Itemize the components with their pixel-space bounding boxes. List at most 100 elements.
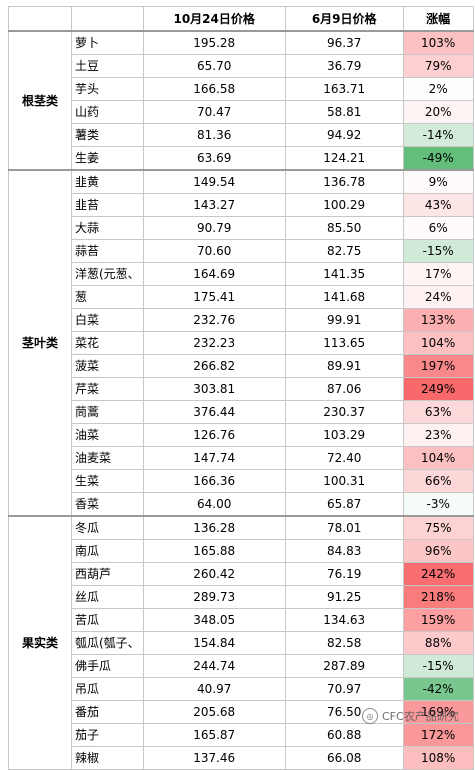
oct24-price-cell: 164.69 bbox=[142, 262, 286, 286]
table-row: 果实类 冬瓜 136.28 78.01 75% bbox=[8, 515, 474, 770]
jun9-price-cell: 287.89 bbox=[284, 654, 404, 678]
header-change: 涨幅 bbox=[402, 6, 474, 32]
jun9-price-cell: 85.50 bbox=[284, 216, 404, 240]
vegetable-name-cell: 生菜 bbox=[71, 469, 144, 493]
vegetable-name-cell: 菠菜 bbox=[71, 354, 144, 378]
vegetable-name-cell: 冬瓜 bbox=[71, 515, 144, 540]
vegetable-name-cell: 辣椒 bbox=[71, 746, 144, 770]
change-cell: 63% bbox=[402, 400, 474, 424]
oct24-price-cell: 81.36 bbox=[142, 123, 286, 147]
jun9-price-cell: 100.29 bbox=[284, 193, 404, 217]
oct24-price-cell: 260.42 bbox=[142, 562, 286, 586]
jun9-price-cell: 99.91 bbox=[284, 308, 404, 332]
table-row: 蒜苔 70.60 82.75 -15% bbox=[9, 239, 474, 263]
jun9-price-cell: 78.01 bbox=[284, 515, 404, 540]
vegetable-name-cell: 菜花 bbox=[71, 331, 144, 355]
oct24-price-cell: 154.84 bbox=[142, 631, 286, 655]
table-row: 番茄 205.68 76.50 169% bbox=[9, 700, 474, 724]
vegetable-name-cell: 茼蒿 bbox=[71, 400, 144, 424]
oct24-price-cell: 70.60 bbox=[142, 239, 286, 263]
change-cell: 17% bbox=[402, 262, 474, 286]
jun9-price-cell: 136.78 bbox=[284, 169, 404, 194]
jun9-price-cell: 36.79 bbox=[284, 54, 404, 78]
oct24-price-cell: 303.81 bbox=[142, 377, 286, 401]
vegetable-name-cell: 南瓜 bbox=[71, 539, 144, 563]
jun9-price-cell: 91.25 bbox=[284, 585, 404, 609]
change-cell: 104% bbox=[402, 446, 474, 470]
oct24-price-cell: 149.54 bbox=[142, 169, 286, 194]
change-cell: 23% bbox=[402, 423, 474, 447]
oct24-price-cell: 143.27 bbox=[142, 193, 286, 217]
jun9-price-cell: 84.83 bbox=[284, 539, 404, 563]
table-row: 洋葱(元葱、 164.69 141.35 17% bbox=[9, 262, 474, 286]
jun9-price-cell: 82.75 bbox=[284, 239, 404, 263]
table-row: 瓠瓜(瓠子、 154.84 82.58 88% bbox=[9, 631, 474, 655]
change-cell: 133% bbox=[402, 308, 474, 332]
vegetable-name-cell: 洋葱(元葱、 bbox=[71, 262, 144, 286]
vegetable-name-cell: 萝卜 bbox=[71, 30, 144, 55]
table-row: 丝瓜 289.73 91.25 218% bbox=[9, 585, 474, 609]
table-row: 根茎类 萝卜 195.28 96.37 103% bbox=[8, 30, 474, 171]
table-row: 生菜 166.36 100.31 66% bbox=[9, 469, 474, 493]
jun9-price-cell: 141.68 bbox=[284, 285, 404, 309]
change-cell: 169% bbox=[402, 700, 474, 724]
watermark: ◎ CFC农产品研究 bbox=[362, 708, 459, 724]
vegetable-name-cell: 芹菜 bbox=[71, 377, 144, 401]
table-row: 茎叶类 韭黄 149.54 136.78 9% bbox=[8, 169, 474, 517]
oct24-price-cell: 65.70 bbox=[142, 54, 286, 78]
oct24-price-cell: 205.68 bbox=[142, 700, 286, 724]
jun9-price-cell: 124.21 bbox=[284, 146, 404, 171]
table-row: 香菜 64.00 65.87 -3% bbox=[9, 492, 474, 517]
watermark-text: CFC农产品研究 bbox=[382, 710, 459, 723]
change-cell: 2% bbox=[402, 77, 474, 101]
vegetable-name-cell: 薯类 bbox=[71, 123, 144, 147]
vegetable-name-cell: 丝瓜 bbox=[71, 585, 144, 609]
vegetable-name-cell: 香菜 bbox=[71, 492, 144, 517]
jun9-price-cell: 230.37 bbox=[284, 400, 404, 424]
table-row: 辣椒 137.46 66.08 108% bbox=[9, 746, 474, 770]
vegetable-name-cell: 茄子 bbox=[71, 723, 144, 747]
change-cell: 43% bbox=[402, 193, 474, 217]
jun9-price-cell: 100.31 bbox=[284, 469, 404, 493]
change-cell: 159% bbox=[402, 608, 474, 632]
vegetable-name-cell: 番茄 bbox=[71, 700, 144, 724]
table-body: 根茎类 萝卜 195.28 96.37 103% 土豆 65.70 36.79 79% 芋头 166… bbox=[8, 30, 474, 770]
table-row: 菠菜 266.82 89.91 197% bbox=[9, 354, 474, 378]
vegetable-name-cell: 苦瓜 bbox=[71, 608, 144, 632]
jun9-price-cell: 163.71 bbox=[284, 77, 404, 101]
jun9-price-cell: 65.87 bbox=[284, 492, 404, 517]
table-row: 山药 70.47 58.81 20% bbox=[9, 100, 474, 124]
oct24-price-cell: 376.44 bbox=[142, 400, 286, 424]
oct24-price-cell: 289.73 bbox=[142, 585, 286, 609]
change-cell: 218% bbox=[402, 585, 474, 609]
vegetable-name-cell: 蒜苔 bbox=[71, 239, 144, 263]
jun9-price-cell: 76.19 bbox=[284, 562, 404, 586]
change-cell: 249% bbox=[402, 377, 474, 401]
oct24-price-cell: 165.88 bbox=[142, 539, 286, 563]
table-row: 韭苔 143.27 100.29 43% bbox=[9, 193, 474, 217]
table-row: 茄子 165.87 60.88 172% bbox=[9, 723, 474, 747]
jun9-price-cell: 82.58 bbox=[284, 631, 404, 655]
oct24-price-cell: 195.28 bbox=[142, 30, 286, 55]
change-cell: 9% bbox=[402, 169, 474, 194]
change-cell: 103% bbox=[402, 30, 474, 55]
vegetable-name-cell: 西葫芦 bbox=[71, 562, 144, 586]
table-row: 大蒜 90.79 85.50 6% bbox=[9, 216, 474, 240]
change-cell: 197% bbox=[402, 354, 474, 378]
jun9-price-cell: 70.97 bbox=[284, 677, 404, 701]
oct24-price-cell: 147.74 bbox=[142, 446, 286, 470]
oct24-price-cell: 166.58 bbox=[142, 77, 286, 101]
header-oct24-price: 10月24日价格 bbox=[142, 6, 286, 32]
change-cell: 96% bbox=[402, 539, 474, 563]
change-cell: 108% bbox=[402, 746, 474, 770]
change-cell: -3% bbox=[402, 492, 474, 517]
oct24-price-cell: 70.47 bbox=[142, 100, 286, 124]
wechat-logo-icon: ◎ bbox=[362, 708, 378, 724]
jun9-price-cell: 96.37 bbox=[284, 30, 404, 55]
jun9-price-cell: 113.65 bbox=[284, 331, 404, 355]
vegetable-name-cell: 葱 bbox=[71, 285, 144, 309]
header-group bbox=[8, 6, 72, 32]
oct24-price-cell: 63.69 bbox=[142, 146, 286, 171]
change-cell: -14% bbox=[402, 123, 474, 147]
change-cell: 6% bbox=[402, 216, 474, 240]
